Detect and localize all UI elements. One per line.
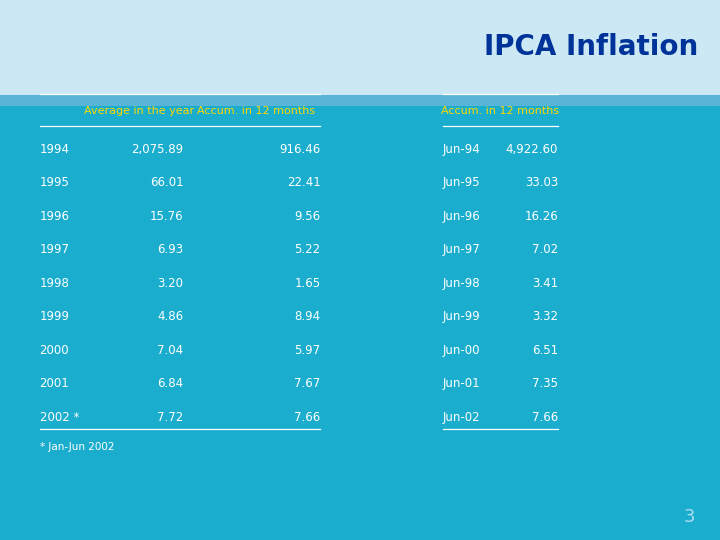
Text: 33.03: 33.03 — [525, 176, 558, 189]
Text: 7.04: 7.04 — [158, 343, 184, 356]
Text: Jun-99: Jun-99 — [443, 310, 480, 323]
Text: 5.22: 5.22 — [294, 243, 320, 256]
Text: 3.41: 3.41 — [532, 276, 558, 289]
Text: 1.65: 1.65 — [294, 276, 320, 289]
Text: Average in the year: Average in the year — [84, 106, 194, 116]
Text: 3: 3 — [683, 509, 695, 526]
Text: 22.41: 22.41 — [287, 176, 320, 189]
Text: Jun-97: Jun-97 — [443, 243, 480, 256]
Text: IPCA Inflation: IPCA Inflation — [484, 33, 698, 61]
Text: 7.66: 7.66 — [532, 410, 558, 423]
Text: 916.46: 916.46 — [279, 143, 320, 156]
Text: 66.01: 66.01 — [150, 176, 184, 189]
Text: 1994: 1994 — [40, 143, 70, 156]
Text: 3.32: 3.32 — [532, 310, 558, 323]
Text: Jun-98: Jun-98 — [443, 276, 480, 289]
Text: 2000: 2000 — [40, 343, 69, 356]
Text: 2002 *: 2002 * — [40, 410, 79, 423]
Text: 1997: 1997 — [40, 243, 70, 256]
Text: Jun-95: Jun-95 — [443, 176, 480, 189]
Text: 7.02: 7.02 — [532, 243, 558, 256]
Text: 6.93: 6.93 — [158, 243, 184, 256]
Text: 2,075.89: 2,075.89 — [132, 143, 184, 156]
Polygon shape — [17, 11, 112, 83]
Text: 1998: 1998 — [40, 276, 69, 289]
Text: 2001: 2001 — [40, 377, 69, 390]
Text: 1999: 1999 — [40, 310, 70, 323]
Text: 7.66: 7.66 — [294, 410, 320, 423]
Text: 3.20: 3.20 — [158, 276, 184, 289]
Text: Accum. in 12 months: Accum. in 12 months — [197, 106, 315, 116]
Text: 15.76: 15.76 — [150, 210, 184, 222]
Text: Jun-94: Jun-94 — [443, 143, 480, 156]
Text: 9.56: 9.56 — [294, 210, 320, 222]
Text: Jun-02: Jun-02 — [443, 410, 480, 423]
Text: 1996: 1996 — [40, 210, 70, 222]
Text: * Jan-Jun 2002: * Jan-Jun 2002 — [40, 442, 114, 451]
Text: 6.51: 6.51 — [532, 343, 558, 356]
Text: 5.97: 5.97 — [294, 343, 320, 356]
Text: 7.72: 7.72 — [158, 410, 184, 423]
Text: 6.84: 6.84 — [158, 377, 184, 390]
Text: 7.35: 7.35 — [532, 377, 558, 390]
Text: Jun-01: Jun-01 — [443, 377, 480, 390]
Text: Accum. in 12 months: Accum. in 12 months — [441, 106, 559, 116]
Text: 8.94: 8.94 — [294, 310, 320, 323]
Text: 16.26: 16.26 — [524, 210, 558, 222]
Circle shape — [32, 22, 96, 73]
Text: Jun-00: Jun-00 — [443, 343, 480, 356]
Text: 4,922.60: 4,922.60 — [505, 143, 558, 156]
Text: 7.67: 7.67 — [294, 377, 320, 390]
Text: Jun-96: Jun-96 — [443, 210, 480, 222]
Text: 4.86: 4.86 — [158, 310, 184, 323]
Text: 1995: 1995 — [40, 176, 69, 189]
